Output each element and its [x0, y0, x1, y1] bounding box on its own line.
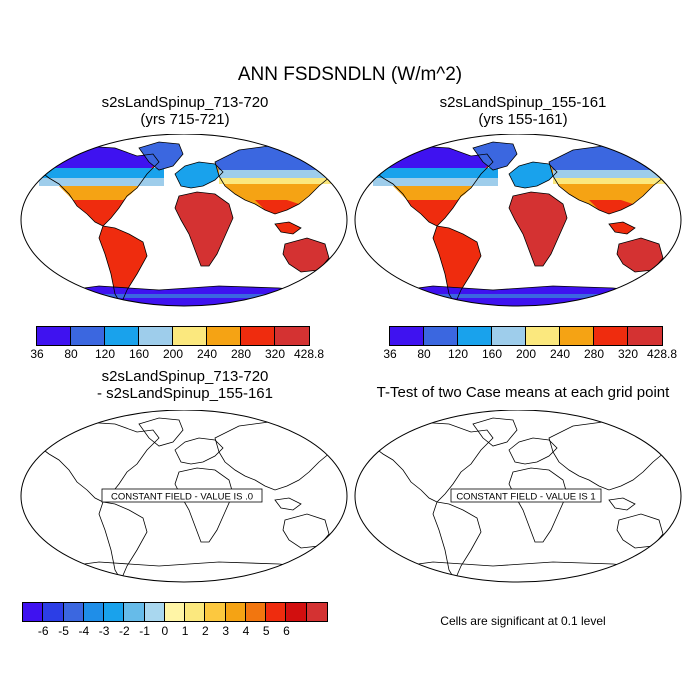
- colorbar-swatch: [458, 327, 492, 345]
- panel-1-title: s2sLandSpinup_713-720 (yrs 715-721): [20, 94, 350, 128]
- colorbar-tick-label: 36: [30, 347, 44, 361]
- panel-1-title-line1: s2sLandSpinup_713-720: [101, 94, 269, 111]
- colorbar-tick-label: 428.8: [293, 347, 325, 361]
- colorbar-swatch: [225, 603, 246, 621]
- colorbar-tick-label: 5: [262, 624, 270, 638]
- colorbar-swatch: [37, 327, 71, 345]
- colorbar-tick-label: 120: [94, 347, 116, 361]
- panel-4-annotation: CONSTANT FIELD - VALUE IS 1: [456, 492, 595, 503]
- colorbar-swatch: [594, 327, 628, 345]
- colorbar-tick-label: 200: [515, 347, 537, 361]
- colorbar-swatch: [286, 603, 307, 621]
- colorbar-swatch: [83, 603, 105, 621]
- colorbar-tick-label: -4: [78, 624, 90, 638]
- map-panel-1: [20, 134, 348, 307]
- colorbar-tick-label: -6: [37, 624, 49, 638]
- colorbar-swatch: [275, 327, 309, 345]
- colorbar-tick-label: 2: [202, 624, 209, 638]
- colorbar-swatch: [306, 603, 327, 621]
- colorbar-swatch: [104, 603, 125, 621]
- map-panel-2: [354, 134, 682, 307]
- panel-3-annotation: CONSTANT FIELD - VALUE IS .0: [111, 492, 253, 503]
- colorbar-tick-label: 320: [264, 347, 286, 361]
- colorbar-swatch: [560, 327, 594, 345]
- colorbar-top-right-labels: 36 80 120 160 200 240 280 320 428.8: [383, 347, 677, 361]
- colorbar-tick-label: 280: [583, 347, 605, 361]
- colorbar-swatch: [205, 603, 226, 621]
- panel-2-map-border: [354, 134, 682, 307]
- colorbar-tick-label: 240: [196, 347, 218, 361]
- colorbar-tick-label: 80: [417, 347, 431, 361]
- colorbar-tick-label: 320: [617, 347, 639, 361]
- colorbar-bottom: [22, 602, 328, 622]
- colorbar-tick-label: 160: [481, 347, 503, 361]
- colorbar-tick-label: 120: [447, 347, 469, 361]
- map-panel-4: CONSTANT FIELD - VALUE IS 1: [354, 410, 682, 583]
- panel-3-map-border: [20, 410, 348, 583]
- panel-2-title-line1: s2sLandSpinup_155-161: [439, 94, 607, 111]
- colorbar-swatch: [43, 603, 64, 621]
- colorbar-tick-label: 4: [242, 624, 250, 638]
- colorbar-tick-label: 428.8: [646, 347, 678, 361]
- colorbar-swatch: [245, 603, 267, 621]
- panel-3-title-line2: - s2sLandSpinup_155-161: [97, 385, 273, 402]
- colorbar-swatch: [492, 327, 526, 345]
- panel-2-title: s2sLandSpinup_155-161 (yrs 155-161): [358, 94, 688, 128]
- colorbar-swatch: [63, 603, 84, 621]
- colorbar-swatch: [266, 603, 287, 621]
- colorbar-swatch: [207, 327, 241, 345]
- colorbar-tick-label: 0: [161, 624, 169, 638]
- panel-3-title: s2sLandSpinup_713-720 - s2sLandSpinup_15…: [20, 368, 350, 402]
- panel-1-title-line2: (yrs 715-721): [140, 111, 230, 128]
- colorbar-swatch: [241, 327, 275, 345]
- colorbar-tick-label: -1: [139, 624, 150, 638]
- colorbar-swatch: [124, 603, 145, 621]
- panel-1-map-border: [20, 134, 348, 307]
- panel-3-annotation-box: [101, 488, 263, 503]
- significance-note: Cells are significant at 0.1 level: [440, 614, 606, 628]
- colorbar-tick-label: 80: [64, 347, 78, 361]
- colorbar-tick-label: -3: [98, 624, 110, 638]
- colorbar-tick-label: 280: [230, 347, 252, 361]
- panel-4-title: T-Test of two Case means at each grid po…: [376, 384, 670, 401]
- colorbar-swatch: [526, 327, 560, 345]
- colorbar-tick-label: 160: [128, 347, 150, 361]
- colorbar-swatch: [139, 327, 173, 345]
- colorbar-tick-label: 36: [383, 347, 397, 361]
- figure-title: ANN FSDSNDLN (W/m^2): [237, 64, 463, 85]
- colorbar-swatch: [105, 327, 139, 345]
- colorbar-swatch: [424, 327, 458, 345]
- colorbar-swatch: [173, 327, 207, 345]
- colorbar-swatch: [164, 603, 186, 621]
- colorbar-swatch: [23, 603, 44, 621]
- colorbar-tick-label: 1: [181, 624, 189, 638]
- panel-4-map-border: [354, 410, 682, 583]
- colorbar-swatch: [71, 327, 105, 345]
- colorbar-swatch: [390, 327, 424, 345]
- colorbar-top-left-labels: 36 80 120 160 200 240 280 320 428.8: [30, 347, 324, 361]
- colorbar-tick-label: 200: [162, 347, 184, 361]
- colorbar-top-left: [36, 326, 310, 346]
- colorbar-top-right: [389, 326, 663, 346]
- colorbar-tick-label: -5: [58, 624, 69, 638]
- colorbar-tick-label: 240: [549, 347, 571, 361]
- colorbar-swatch: [185, 603, 206, 621]
- panel-2-title-line2: (yrs 155-161): [478, 111, 568, 128]
- colorbar-tick-label: 6: [283, 624, 290, 638]
- colorbar-swatch: [628, 327, 662, 345]
- colorbar-bottom-labels: -6 -5 -4 -3 -2 -1 0 1 2 3 4 5 6: [23, 624, 327, 638]
- colorbar-tick-label: 3: [222, 624, 229, 638]
- panel-3-title-line1: s2sLandSpinup_713-720: [101, 368, 269, 385]
- panel-4-annotation-box: [450, 488, 602, 503]
- colorbar-swatch: [144, 603, 165, 621]
- map-panel-3: CONSTANT FIELD - VALUE IS .0: [20, 410, 348, 583]
- colorbar-tick-label: -2: [118, 624, 130, 638]
